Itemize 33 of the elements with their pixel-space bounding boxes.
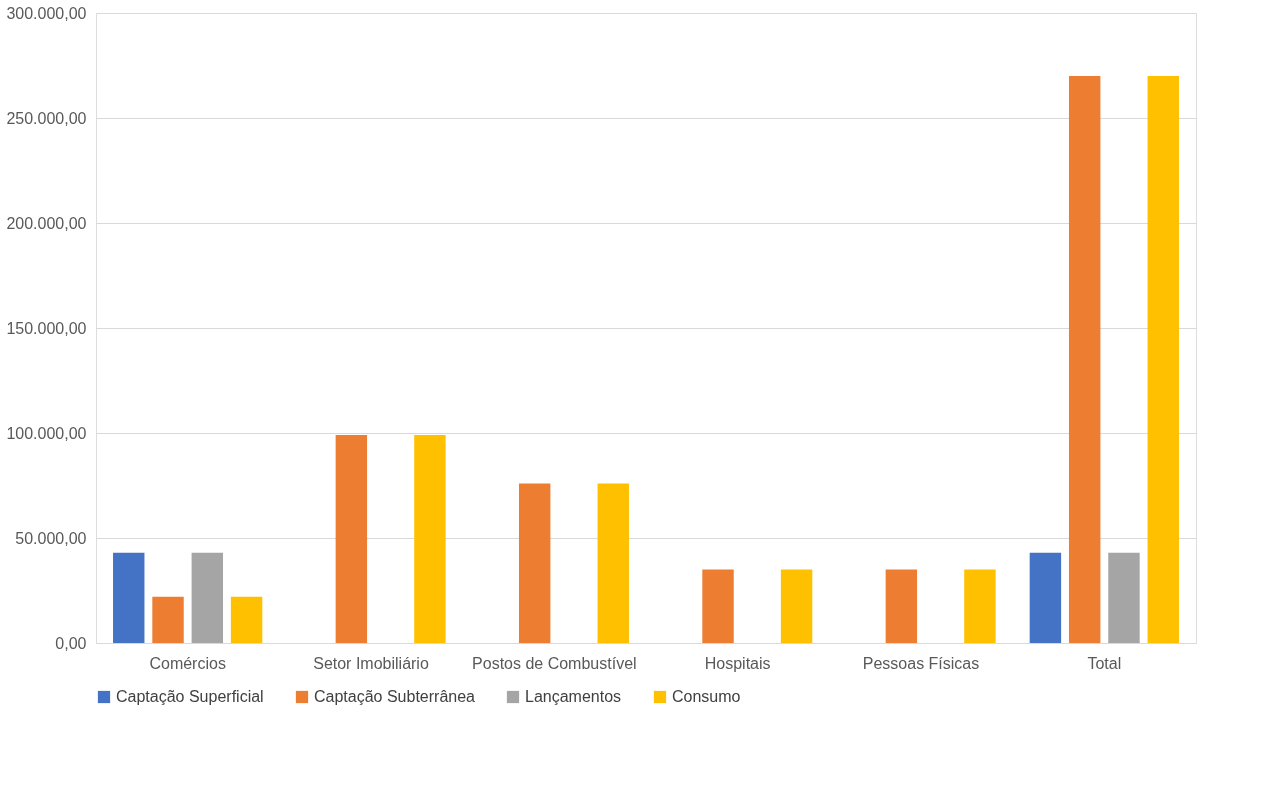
y-tick-label: 200.000,00	[6, 214, 87, 232]
y-tick-label: 100.000,00	[6, 424, 87, 442]
bar	[230, 596, 263, 643]
x-tick-label: Comércios	[149, 654, 226, 672]
bar	[1068, 76, 1101, 643]
bar	[191, 552, 224, 643]
bar	[414, 435, 446, 643]
bar	[702, 569, 734, 643]
bar	[518, 483, 551, 643]
bar	[113, 552, 145, 643]
y-tick-label: 300.000,00	[6, 4, 87, 22]
bar	[1108, 552, 1140, 643]
bar	[1147, 76, 1179, 643]
bar	[780, 569, 813, 643]
x-tick-label: Total	[1087, 654, 1122, 672]
legend-label: Captação Superficial	[116, 688, 264, 705]
bar	[1029, 552, 1062, 643]
legend-label: Lançamentos	[525, 688, 622, 705]
bar	[597, 483, 629, 643]
y-tick-label: 250.000,00	[6, 109, 87, 127]
bar	[335, 435, 368, 643]
bar	[152, 596, 184, 643]
bar	[885, 569, 918, 643]
legend-label: Captação Subterrânea	[314, 688, 476, 705]
bar	[964, 569, 996, 643]
x-tick-label: Setor Imobiliário	[313, 654, 429, 672]
y-tick-label: 0,00	[55, 634, 87, 652]
x-tick-label: Hospitais	[704, 654, 771, 672]
x-tick-label: Postos de Combustível	[472, 654, 637, 672]
legend-label: Consumo	[672, 688, 741, 705]
y-tick-label: 50.000,00	[15, 529, 87, 547]
x-tick-label: Pessoas Físicas	[862, 654, 980, 672]
y-tick-label: 150.000,00	[6, 319, 87, 337]
